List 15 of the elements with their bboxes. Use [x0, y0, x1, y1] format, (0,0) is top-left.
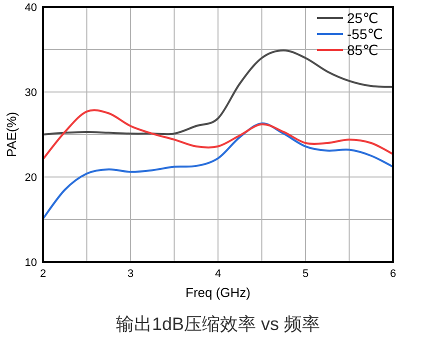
- x-tick-label: 6: [390, 268, 396, 280]
- y-tick-label: 10: [24, 257, 37, 269]
- x-tick-label: 5: [302, 268, 309, 280]
- legend-label: 85℃: [347, 42, 378, 58]
- x-axis-title: Freq (GHz): [186, 285, 250, 300]
- y-axis-title: PAE(%): [4, 112, 19, 158]
- x-tick-label: 3: [127, 268, 134, 280]
- text: 输出1dB压缩效率 vs 频率: [116, 314, 320, 334]
- y-tick-label: 40: [24, 2, 37, 14]
- legend-label: -55℃: [347, 26, 383, 42]
- x-tick-label: 4: [214, 268, 222, 280]
- legend-label: 25℃: [347, 10, 378, 26]
- y-tick-label: 30: [24, 87, 37, 99]
- y-tick-label: 20: [24, 172, 37, 184]
- x-tick-label: 2: [40, 268, 46, 280]
